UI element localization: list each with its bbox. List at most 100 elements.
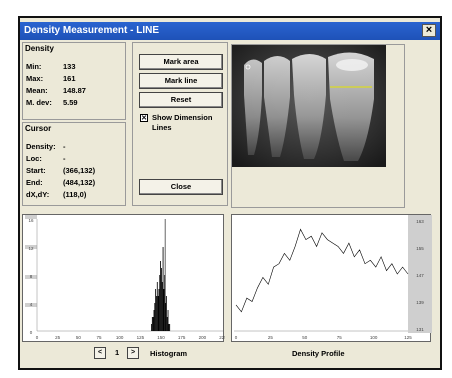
histogram-chart: 0 25 50 75 100 125 150 175 200 225 16 12 8 4 0 xyxy=(25,215,227,340)
profile-x-tick: 50 xyxy=(302,335,308,340)
mark-line-button[interactable]: Mark line xyxy=(139,73,223,89)
profile-y-tick: 131 xyxy=(416,327,424,332)
histogram-bar xyxy=(155,289,157,331)
histogram-y-tick: 8 xyxy=(30,274,33,279)
histogram-x-tick: 175 xyxy=(178,335,186,340)
histogram-x-tick: 0 xyxy=(36,335,39,340)
histogram-bar xyxy=(165,303,166,331)
histogram-bar xyxy=(168,324,170,331)
mark-area-button[interactable]: Mark area xyxy=(139,54,223,70)
histogram-bar xyxy=(160,261,161,331)
histogram-bar xyxy=(151,317,153,331)
tooth-shape-3 xyxy=(292,54,326,159)
cursor-delta-value: (118,0) xyxy=(63,190,87,199)
profile-y-tick: 155 xyxy=(416,246,424,251)
profile-x-tick: 0 xyxy=(235,335,238,340)
tooth-shape-1 xyxy=(244,59,262,155)
histogram-bar xyxy=(161,282,163,331)
profile-y-tick: 147 xyxy=(416,273,424,278)
histogram-bar xyxy=(169,324,171,331)
cursor-loc-value: - xyxy=(63,154,66,163)
histogram-next-button[interactable]: > xyxy=(127,347,139,359)
density-group: Density Min: 133 Max: 161 Mean: 148.87 M… xyxy=(22,42,126,120)
histogram-x-tick: 100 xyxy=(116,335,124,340)
histogram-bar xyxy=(159,275,161,331)
profile-x-tick: 75 xyxy=(337,335,343,340)
histogram-x-tick: 200 xyxy=(199,335,207,340)
close-window-button[interactable]: × xyxy=(422,24,436,37)
reset-button[interactable]: Reset xyxy=(139,92,223,108)
histogram-x-tick: 50 xyxy=(76,335,82,340)
histogram-x-tick: 150 xyxy=(157,335,165,340)
histogram-y-tick: 16 xyxy=(28,218,34,223)
histogram-bar xyxy=(166,317,168,331)
cursor-delta-label: dX,dY: xyxy=(26,190,50,199)
density-group-title: Density xyxy=(25,44,54,53)
profile-x-tick: 25 xyxy=(268,335,274,340)
histogram-bar xyxy=(162,247,164,331)
controls-group: Mark area Mark line Reset ✕ Show Dimensi… xyxy=(132,42,228,206)
density-min-value: 133 xyxy=(63,62,76,71)
title-bar: Density Measurement - LINE × xyxy=(20,22,440,40)
profile-chart: 0 25 50 75 100 125 163 155 147 139 131 xyxy=(234,215,432,340)
density-max-label: Max: xyxy=(26,74,44,83)
histogram-bar xyxy=(163,289,165,331)
xray-image[interactable] xyxy=(232,45,386,167)
cursor-group-title: Cursor xyxy=(25,124,52,133)
histogram-bar xyxy=(164,275,166,331)
show-dimension-checkbox[interactable]: ✕ xyxy=(140,114,148,122)
filling-mark xyxy=(336,59,368,71)
density-min-label: Min: xyxy=(26,62,42,71)
tooth-shape-2 xyxy=(264,56,290,157)
histogram-bar xyxy=(151,324,152,331)
histogram-bar xyxy=(153,310,155,331)
density-mdev-label: M. dev: xyxy=(26,98,52,107)
histogram-y-tick: 0 xyxy=(30,330,33,335)
histogram-prev-button[interactable]: < xyxy=(94,347,106,359)
histogram-bar xyxy=(158,289,160,331)
profile-caption: Density Profile xyxy=(292,349,345,358)
profile-x-tick: 125 xyxy=(404,335,412,340)
close-button[interactable]: Close xyxy=(139,179,223,195)
histogram-bar xyxy=(156,296,157,331)
density-max-value: 161 xyxy=(63,74,76,83)
cursor-start-value: (366,132) xyxy=(63,166,96,175)
profile-x-tick: 100 xyxy=(370,335,378,340)
cursor-density-label: Density: xyxy=(26,142,56,151)
xray-preview-panel xyxy=(231,44,405,208)
cursor-density-value: - xyxy=(63,142,66,151)
histogram-bar xyxy=(154,303,156,331)
histogram-bar xyxy=(165,296,167,331)
histogram-x-tick: 225 xyxy=(219,335,225,340)
cursor-start-label: Start: xyxy=(26,166,46,175)
window-title: Density Measurement - LINE xyxy=(24,25,160,36)
cursor-group: Cursor Density: - Loc: - Start: (366,132… xyxy=(22,122,126,206)
histogram-y-tick: 4 xyxy=(30,302,33,307)
profile-y-tick: 163 xyxy=(416,219,424,224)
histogram-bar xyxy=(161,268,162,331)
marker-dot xyxy=(245,64,251,70)
show-dimension-label-line1: Show Dimension xyxy=(152,113,213,122)
show-dimension-label-line2: Lines xyxy=(152,123,172,132)
profile-plot: 0 25 50 75 100 125 163 155 147 139 131 xyxy=(231,214,432,342)
histogram-y-tick: 12 xyxy=(28,246,34,251)
histogram-x-tick: 75 xyxy=(96,335,102,340)
density-mean-value: 148.87 xyxy=(63,86,86,95)
histogram-x-tick: 25 xyxy=(55,335,61,340)
histogram-caption: Histogram xyxy=(150,349,188,358)
histogram-bar xyxy=(157,296,159,331)
cursor-end-label: End: xyxy=(26,178,43,187)
histogram-bar xyxy=(156,282,158,331)
profile-line xyxy=(235,228,409,313)
histogram-bar xyxy=(152,317,154,331)
density-mdev-value: 5.59 xyxy=(63,98,78,107)
profile-y-tick: 139 xyxy=(416,300,424,305)
histogram-page-number: 1 xyxy=(115,348,120,357)
tooth-shape-4 xyxy=(328,52,374,161)
cursor-end-value: (484,132) xyxy=(63,178,96,187)
histogram-bar xyxy=(167,310,169,331)
density-mean-label: Mean: xyxy=(26,86,48,95)
histogram-plot: 0 25 50 75 100 125 150 175 200 225 16 12 8 4 0 xyxy=(22,214,227,342)
histogram-x-tick: 125 xyxy=(137,335,145,340)
cursor-loc-label: Loc: xyxy=(26,154,42,163)
